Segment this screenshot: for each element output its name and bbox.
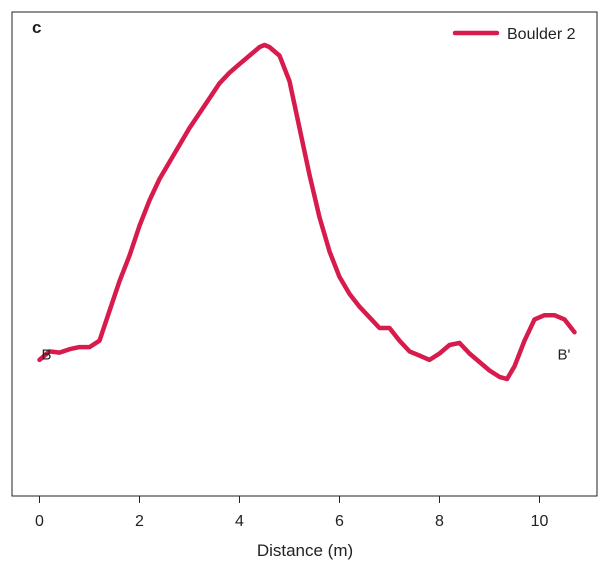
x-axis-ticks bbox=[39, 496, 540, 503]
x-axis-label: Distance (m) bbox=[257, 541, 353, 560]
x-tick-label-4: 4 bbox=[235, 513, 244, 530]
annotation-b-prime: B' bbox=[558, 346, 571, 363]
x-tick-label-10: 10 bbox=[531, 513, 549, 530]
legend: Boulder 2 bbox=[452, 26, 576, 43]
x-tick-label-2: 2 bbox=[135, 513, 144, 530]
legend-label-boulder-2: Boulder 2 bbox=[507, 26, 576, 43]
x-tick-label-8: 8 bbox=[435, 513, 444, 530]
plot-frame bbox=[11, 11, 598, 497]
series-line-boulder-2 bbox=[37, 42, 577, 382]
x-tick-label-0: 0 bbox=[35, 513, 44, 530]
x-axis-tick-labels: 0 2 4 6 8 10 bbox=[35, 513, 548, 530]
panel-label: c bbox=[32, 18, 41, 37]
x-tick-label-6: 6 bbox=[335, 513, 344, 530]
annotation-b: B bbox=[42, 346, 52, 363]
